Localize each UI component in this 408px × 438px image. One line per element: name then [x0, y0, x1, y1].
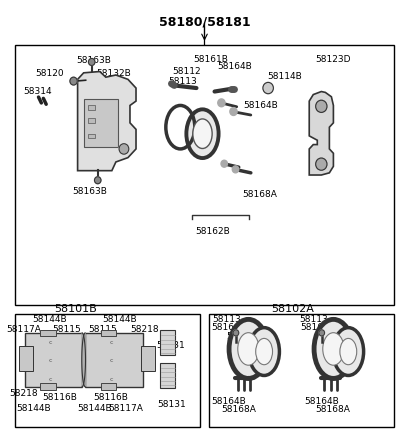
Polygon shape	[82, 333, 85, 387]
Circle shape	[316, 159, 327, 171]
Text: 58113: 58113	[299, 314, 328, 323]
Text: 58218: 58218	[10, 388, 38, 397]
Bar	[101, 330, 116, 336]
Bar	[40, 384, 55, 390]
Bar	[88, 106, 95, 110]
Text: 58115: 58115	[52, 324, 81, 333]
Circle shape	[89, 59, 95, 66]
Ellipse shape	[256, 339, 273, 365]
Circle shape	[221, 161, 227, 168]
Text: 58102A: 58102A	[272, 303, 315, 313]
Text: 58116B: 58116B	[93, 392, 129, 401]
Text: 58101B: 58101B	[54, 303, 97, 313]
Circle shape	[230, 108, 237, 116]
Ellipse shape	[229, 320, 268, 379]
Text: 58161B: 58161B	[193, 55, 228, 64]
Text: 58114B: 58114B	[226, 331, 262, 340]
Bar	[208, 314, 394, 427]
Text: 58123D: 58123D	[316, 55, 351, 64]
Text: 58164B: 58164B	[211, 396, 246, 405]
Circle shape	[263, 83, 273, 95]
Bar	[101, 384, 116, 390]
Circle shape	[70, 78, 77, 86]
Text: c: c	[109, 357, 113, 363]
Text: c: c	[49, 339, 52, 344]
Text: 58168A: 58168A	[221, 405, 256, 413]
Ellipse shape	[323, 333, 344, 365]
Text: 58314: 58314	[23, 87, 52, 95]
Bar	[25, 333, 82, 387]
Ellipse shape	[340, 339, 357, 365]
Circle shape	[119, 145, 129, 155]
Text: 58144B: 58144B	[32, 314, 67, 323]
Circle shape	[95, 177, 101, 184]
Text: 58163B: 58163B	[76, 56, 111, 65]
Text: c: c	[49, 376, 52, 381]
Text: 58164B: 58164B	[211, 322, 246, 331]
Polygon shape	[19, 346, 33, 371]
Text: 58114B: 58114B	[318, 331, 353, 340]
Text: 58120: 58120	[35, 69, 64, 78]
Text: 58116B: 58116B	[42, 392, 77, 401]
Circle shape	[233, 330, 239, 336]
Text: 58218: 58218	[131, 324, 159, 333]
Circle shape	[316, 101, 327, 113]
Polygon shape	[78, 72, 136, 171]
Ellipse shape	[314, 320, 353, 379]
Text: 58164B: 58164B	[304, 396, 339, 405]
Bar	[88, 134, 95, 139]
Circle shape	[218, 100, 225, 107]
Bar	[88, 119, 95, 124]
Circle shape	[319, 330, 324, 336]
Text: 58112: 58112	[172, 67, 201, 76]
Circle shape	[232, 166, 239, 173]
Text: 58115: 58115	[89, 324, 118, 333]
Text: 58117A: 58117A	[7, 324, 42, 333]
Ellipse shape	[238, 333, 259, 365]
Bar	[15, 314, 200, 427]
Text: 58113: 58113	[212, 314, 241, 323]
Text: 58164B: 58164B	[217, 62, 252, 71]
Polygon shape	[82, 333, 86, 387]
Ellipse shape	[186, 110, 219, 159]
Text: 58162B: 58162B	[195, 226, 230, 236]
Text: 58131: 58131	[157, 399, 186, 408]
Text: 58113: 58113	[168, 77, 197, 85]
Bar	[160, 363, 175, 388]
Bar	[160, 331, 175, 356]
Text: 58164B: 58164B	[301, 322, 335, 331]
Text: 58114B: 58114B	[268, 71, 302, 80]
Text: 58131: 58131	[156, 340, 185, 349]
Polygon shape	[309, 92, 333, 176]
Ellipse shape	[193, 120, 212, 149]
Ellipse shape	[333, 328, 364, 376]
Text: 58164B: 58164B	[244, 101, 278, 110]
Text: 58163B: 58163B	[72, 186, 107, 195]
Text: 58117A: 58117A	[109, 403, 143, 412]
Text: c: c	[109, 339, 113, 344]
Ellipse shape	[249, 328, 279, 376]
Bar	[15, 46, 394, 306]
Bar	[85, 333, 142, 387]
Bar	[40, 330, 55, 336]
Text: 58168A: 58168A	[243, 189, 277, 198]
Text: 58144B: 58144B	[78, 403, 112, 412]
Text: 58144B: 58144B	[16, 403, 51, 412]
Polygon shape	[141, 346, 155, 371]
Text: 58180/58181: 58180/58181	[159, 15, 251, 28]
Text: 58132B: 58132B	[96, 69, 131, 78]
Bar	[84, 100, 118, 148]
Text: 58144B: 58144B	[102, 314, 137, 323]
Text: c: c	[109, 376, 113, 381]
Text: 58168A: 58168A	[315, 405, 350, 413]
Text: c: c	[49, 357, 52, 363]
